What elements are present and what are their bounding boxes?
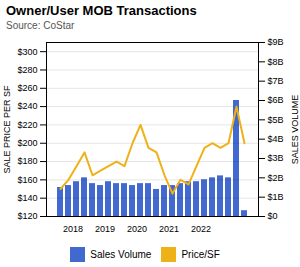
svg-text:$6B: $6B xyxy=(268,95,284,105)
svg-text:$300: $300 xyxy=(17,47,37,57)
svg-text:$260: $260 xyxy=(17,83,37,93)
html-text:Price/SF: Price/SF xyxy=(181,249,220,260)
svg-text:$3B: $3B xyxy=(268,153,284,163)
html-text:Owner/User MOB Transactions: Owner/User MOB Transactions xyxy=(6,3,197,18)
svg-text:$8B: $8B xyxy=(268,57,284,67)
svg-text:2022: 2022 xyxy=(191,224,211,234)
svg-text:$200: $200 xyxy=(17,138,37,148)
svg-text:$240: $240 xyxy=(17,101,37,111)
svg-text:2019: 2019 xyxy=(95,224,115,234)
svg-text:SALES VOLUME: SALES VOLUME xyxy=(290,95,300,165)
svg-text:$7B: $7B xyxy=(268,76,284,86)
html-text:Sales Volume: Sales Volume xyxy=(90,249,152,260)
svg-text:$0: $0 xyxy=(268,211,278,221)
svg-text:$2B: $2B xyxy=(268,173,284,183)
svg-text:$4B: $4B xyxy=(268,134,284,144)
svg-text:2018: 2018 xyxy=(63,224,83,234)
svg-text:$220: $220 xyxy=(17,120,37,130)
svg-text:$5B: $5B xyxy=(268,115,284,125)
svg-text:2020: 2020 xyxy=(127,224,147,234)
svg-text:$280: $280 xyxy=(17,65,37,75)
svg-text:2021: 2021 xyxy=(159,224,179,234)
svg-text:$9B: $9B xyxy=(268,37,284,47)
svg-text:$160: $160 xyxy=(17,175,37,185)
svg-text:$1B: $1B xyxy=(268,192,284,202)
svg-text:$180: $180 xyxy=(17,156,37,166)
svg-text:$120: $120 xyxy=(17,211,37,221)
svg-text:$140: $140 xyxy=(17,193,37,203)
svg-text:SALE PRICE PER SF: SALE PRICE PER SF xyxy=(2,85,12,174)
html-text:Source: CoStar: Source: CoStar xyxy=(6,20,75,31)
